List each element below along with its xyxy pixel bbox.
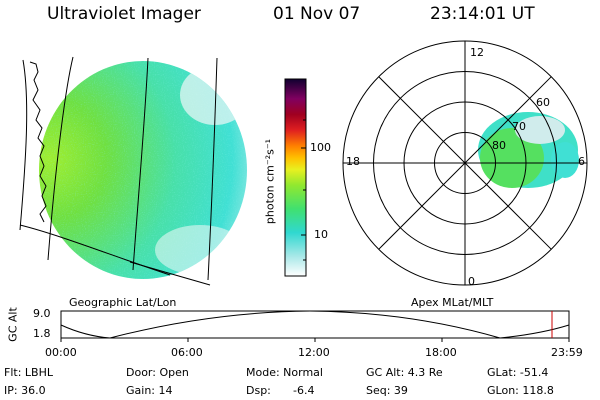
image-date: 01 Nov 07	[273, 4, 361, 24]
altitude-xtick-4: 23:59	[551, 346, 583, 359]
gain-readout: Gain: 14	[126, 384, 173, 397]
polar-panel-label: Apex MLat/MLT	[411, 296, 494, 309]
dsp-label: Dsp:	[246, 384, 271, 397]
dsp-value: -6.4	[293, 384, 315, 397]
mlt-label-18: 18	[346, 155, 360, 168]
gc-alt-readout: GC Alt: 4.3 Re	[366, 366, 443, 379]
geographic-image	[39, 61, 247, 279]
altitude-plot	[60, 310, 570, 342]
altitude-xtick-3: 18:00	[425, 346, 457, 359]
mlt-label-6: 6	[578, 155, 585, 168]
mlat-label-80: 80	[492, 139, 506, 152]
altitude-xtick-0: 00:00	[45, 346, 77, 359]
image-time: 23:14:01 UT	[430, 4, 535, 24]
mlt-label-12: 12	[470, 46, 484, 59]
colorbar-tick-100: 100	[310, 141, 331, 154]
altitude-curve	[60, 310, 570, 339]
altitude-xtick-1: 06:00	[171, 346, 203, 359]
altitude-ytick-min: 1.8	[33, 327, 51, 340]
mlat-label-70: 70	[512, 120, 526, 133]
altitude-ytick-max: 9.0	[33, 307, 51, 320]
mode-readout: Mode: Normal	[246, 366, 323, 379]
colorbar-tick-10: 10	[314, 228, 328, 241]
geographic-grid	[19, 56, 218, 286]
glon-readout: GLon: 118.8	[487, 384, 554, 397]
ip-readout: IP: 36.0	[4, 384, 46, 397]
mlt-label-0: 0	[468, 275, 475, 288]
altitude-xtick-2: 12:00	[298, 346, 330, 359]
coastline	[29, 61, 47, 223]
altitude-ylabel: GC Alt	[6, 307, 20, 342]
colorbar-unit-label: photon cm⁻²s⁻¹	[263, 138, 277, 225]
glat-readout: GLat: -51.4	[487, 366, 549, 379]
mlat-label-60: 60	[536, 96, 550, 109]
colorbar	[284, 78, 307, 277]
seq-readout: Seq: 39	[366, 384, 408, 397]
geographic-panel-label: Geographic Lat/Lon	[69, 296, 177, 309]
filter-readout: Flt: LBHL	[4, 366, 53, 379]
instrument-title: Ultraviolet Imager	[47, 4, 201, 24]
polar-plot	[342, 40, 588, 286]
door-readout: Door: Open	[126, 366, 189, 379]
